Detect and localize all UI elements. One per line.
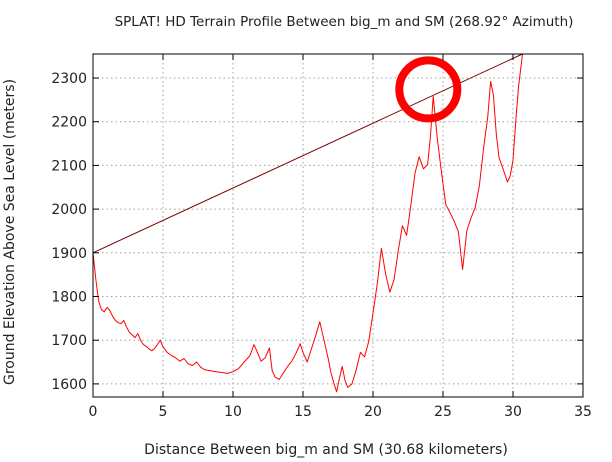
x-tick-label: 35	[574, 404, 592, 420]
terrain-profile-line	[92, 53, 523, 393]
x-axis-title: Distance Between big_m and SM (30.68 kil…	[144, 442, 508, 458]
annotation-layer	[395, 56, 462, 123]
plot-frame	[92, 53, 584, 398]
x-tick-label: 15	[294, 404, 312, 420]
grid	[93, 54, 583, 397]
x-tick-label: 30	[504, 404, 522, 420]
y-tick-label: 2300	[51, 71, 87, 87]
x-tick-label: 25	[434, 404, 452, 420]
y-tick-label: 2200	[51, 115, 87, 131]
y-tick-label: 1600	[51, 377, 87, 393]
tick-layer: 0 5 10 15 20 25 30 35 1600 1700 1800 1900 2000 2100 22…	[51, 54, 592, 420]
y-tick-label: 2100	[51, 158, 87, 174]
line-of-sight-line	[92, 53, 523, 254]
y-tick-label: 1900	[51, 246, 87, 262]
y-tick-label: 1700	[51, 333, 87, 349]
y-tick-label: 2000	[51, 202, 87, 218]
highlight-circle	[395, 56, 462, 123]
chart-title: SPLAT! HD Terrain Profile Between big_m …	[115, 14, 574, 30]
y-axis-title: Ground Elevation Above Sea Level (meters…	[2, 79, 18, 385]
x-tick-label: 10	[224, 404, 242, 420]
x-tick-label: 20	[364, 404, 382, 420]
x-tick-label: 0	[89, 404, 98, 420]
x-tick-label: 5	[159, 404, 168, 420]
y-tick-label: 1800	[51, 290, 87, 306]
series-layer	[92, 53, 523, 393]
